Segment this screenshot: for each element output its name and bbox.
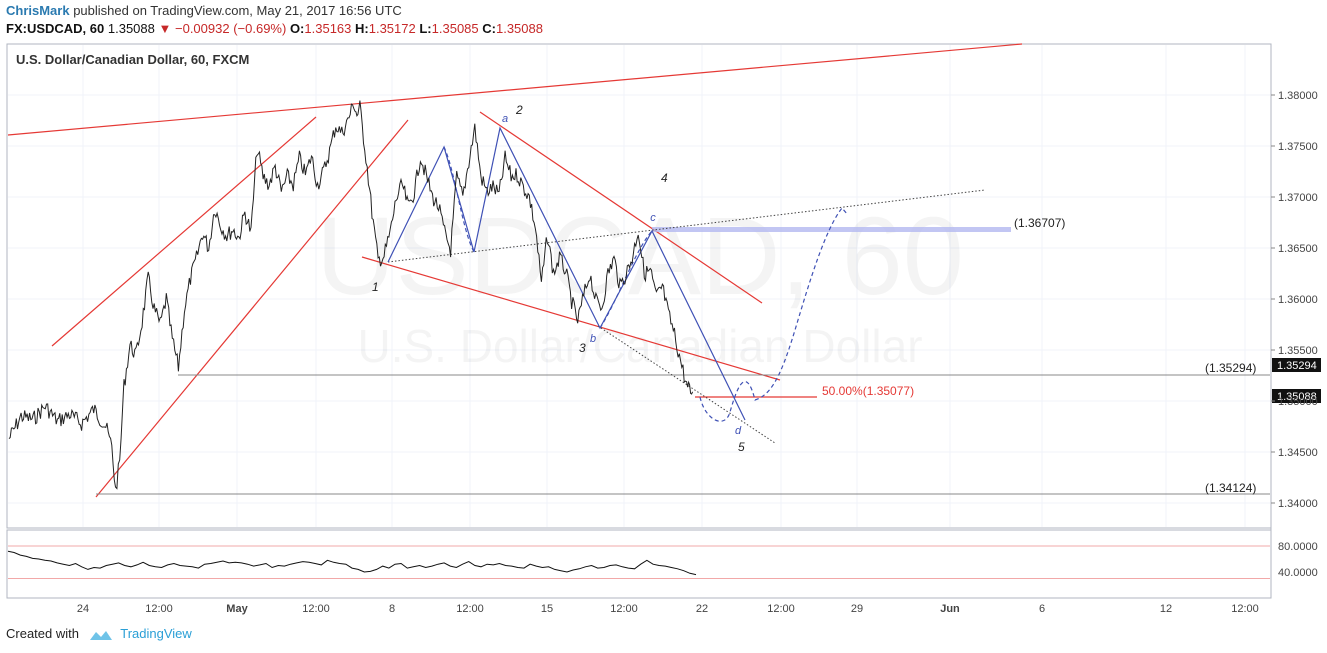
price-tick-label: 1.38000 (1278, 90, 1318, 102)
channel-lower-line (95, 119, 409, 498)
low-label: L: (419, 21, 432, 36)
created-with-label: Created with (6, 626, 79, 641)
time-tick-label: 8 (389, 603, 395, 615)
annotations: (1.36707) (1.35294) (1.34124) 50.00%(1.3507… (7, 43, 1321, 498)
price-label-134124: (1.34124) (1205, 481, 1256, 495)
time-tick-label: Jun (940, 603, 960, 615)
price-tick-label: 1.37500 (1278, 141, 1318, 153)
time-tick-label: 12:00 (145, 603, 173, 615)
price-series (8, 100, 694, 490)
axis-marker-1: 1.35294 (1277, 360, 1317, 372)
time-tick-label: 12 (1160, 603, 1172, 615)
low-value: 1.35085 (431, 21, 479, 36)
price-tick-label: 1.34500 (1278, 447, 1318, 459)
time-tick-label: 6 (1039, 603, 1045, 615)
watermark-name: U.S. Dollar/Canadian Dollar (357, 320, 922, 372)
publish-header: ChrisMark published on TradingView.com, … (6, 3, 402, 18)
indicator: 80.0000 40.0000 (7, 541, 1318, 579)
wave-label-4: 4 (661, 171, 668, 185)
close-label: C: (482, 21, 496, 36)
price-label-136707: (1.36707) (1014, 216, 1065, 230)
time-tick-label: 24 (77, 603, 89, 615)
price-axis[interactable]: 1.38000 1.37500 1.37000 1.36500 1.36000 1.355… (1271, 90, 1318, 510)
axis-marker-bg-2 (1272, 389, 1321, 403)
time-tick-label: 22 (696, 603, 708, 615)
price-label-135294: (1.35294) (1205, 361, 1256, 375)
watermark-symbol: USDCAD, 60 (316, 195, 964, 318)
wave-label-2: 2 (515, 103, 523, 117)
sub-wave-label-c: c (650, 212, 656, 224)
sub-wave-label-d: d (735, 425, 742, 437)
symbol-label: FX:USDCAD, 60 (6, 21, 105, 36)
wave-dashed-projection (699, 207, 849, 422)
upper-resistance-line (7, 43, 1023, 136)
indicator-tick-label: 40.0000 (1278, 567, 1318, 579)
high-value: 1.35172 (368, 21, 416, 36)
publish-info: published on TradingView.com, May 21, 20… (73, 3, 402, 18)
resistance-band (652, 227, 1011, 232)
time-tick-label: 12:00 (302, 603, 330, 615)
last-price: 1.35088 (107, 21, 155, 36)
price-tick-label: 1.37000 (1278, 192, 1318, 204)
price-change: −0.00932 (−0.69%) (175, 21, 287, 36)
time-tick-label: 12:00 (767, 603, 795, 615)
fib-label: 50.00%(1.35077) (822, 384, 914, 398)
sub-wave-label-b: b (590, 333, 596, 345)
down-arrow-icon: ▼ (158, 21, 172, 36)
indicator-tick-label: 80.0000 (1278, 541, 1318, 553)
footer: Created with TradingView (6, 626, 192, 641)
wave-dashed-1 (443, 146, 475, 253)
time-tick-label: 12:00 (610, 603, 638, 615)
grid (8, 45, 1270, 527)
price-line (8, 100, 694, 490)
wave-label-5: 5 (738, 440, 745, 454)
time-axis[interactable]: 24 12:00 May 12:00 8 12:00 15 12:00 22 12:00 29 Jun… (77, 603, 1259, 615)
wave-labels: 1 2 3 4 5 a b c d (372, 103, 745, 454)
author-link[interactable]: ChrisMark (6, 3, 70, 18)
open-label: O: (289, 21, 305, 36)
time-tick-label: 12:00 (1231, 603, 1259, 615)
close-value: 1.35088 (495, 21, 543, 36)
dotted-trendline-upper (387, 189, 986, 263)
price-tick-label: 1.36000 (1278, 294, 1318, 306)
wave-label-3: 3 (579, 341, 586, 355)
ohlc-header: FX:USDCAD, 60 1.35088 ▼ −0.00932 (−0.69%… (6, 21, 543, 36)
dotted-trendline-lower (597, 325, 776, 444)
time-tick-label: 12:00 (456, 603, 484, 615)
sub-wave-label-a: a (502, 113, 508, 125)
price-tick-label: 1.36500 (1278, 243, 1318, 255)
wedge-lower-line (361, 256, 781, 381)
time-tick-label: May (226, 603, 248, 615)
indicator-pane-border (6, 529, 1272, 599)
indicator-line (7, 550, 697, 576)
price-tick-label: 1.35000 (1278, 396, 1318, 408)
price-tick-label: 1.35500 (1278, 345, 1318, 357)
axis-marker-2: 1.35088 (1277, 391, 1317, 403)
open-value: 1.35163 (304, 21, 352, 36)
watermark: USDCAD, 60 U.S. Dollar/Canadian Dollar (316, 195, 964, 372)
tradingview-logo-icon (89, 630, 112, 640)
time-tick-label: 29 (851, 603, 863, 615)
price-tick-label: 1.34000 (1278, 498, 1318, 510)
wedge-upper-line (479, 111, 763, 304)
tradingview-link[interactable]: TradingView (120, 626, 192, 641)
time-tick-label: 15 (541, 603, 553, 615)
chart-title: U.S. Dollar/Canadian Dollar, 60, FXCM (16, 52, 249, 67)
high-label: H: (355, 21, 369, 36)
wave-label-1: 1 (372, 280, 379, 294)
channel-upper-line (51, 116, 317, 347)
axis-marker-bg-1 (1272, 358, 1321, 372)
